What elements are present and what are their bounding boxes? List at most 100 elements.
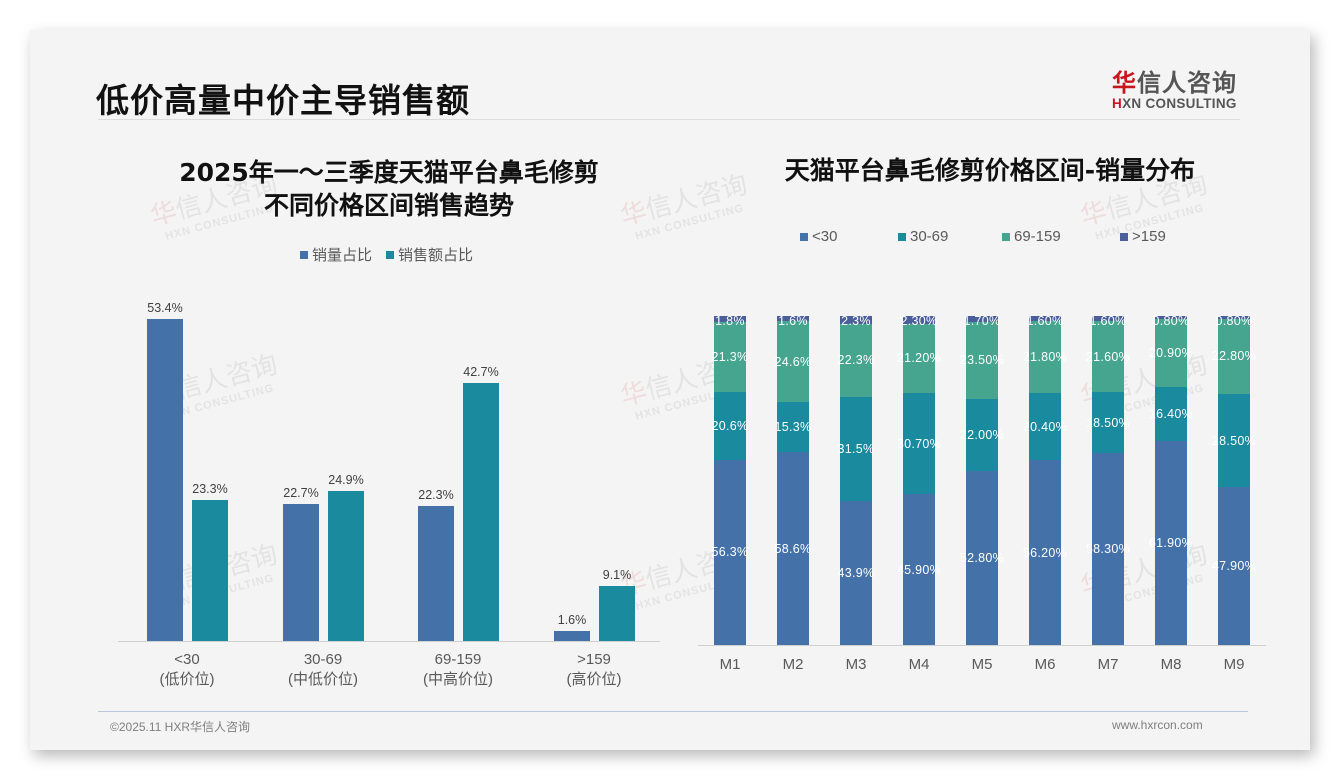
bar-segment: 58.30% <box>1086 453 1130 645</box>
bar-segment: 1.60% <box>1090 314 1127 328</box>
bar-segment: 24.6% <box>774 321 812 403</box>
bar-segment: 58.6% <box>775 452 811 645</box>
legend-swatch <box>386 250 395 259</box>
segment-label: 52.80% <box>959 551 1005 566</box>
logo-en: HXN CONSULTING <box>1112 96 1237 111</box>
segment-label: 0.80% <box>1152 314 1190 329</box>
legend-label: 30-69 <box>910 228 949 245</box>
bar-segment: 23.50% <box>960 321 1004 399</box>
bar-segment: 0.80% <box>1153 314 1190 328</box>
company-logo: 华信人咨询 HXN CONSULTING <box>1112 63 1242 111</box>
segment-label: 2.3% <box>841 314 871 329</box>
bar-volume-share <box>554 631 590 641</box>
bar-sales-share <box>599 586 635 641</box>
segment-label: 21.3% <box>711 349 749 364</box>
segment-label: 20.90% <box>1148 346 1194 361</box>
left-chart-title: 2025年一～三季度天猫平台鼻毛修剪 不同价格区间销售趋势 <box>118 156 660 222</box>
legend-label: 销售额占比 <box>398 247 474 264</box>
stacked-bar-m2: 58.6% 15.3% 24.6% 1.6% <box>774 314 812 645</box>
x-axis-month: M7 <box>1097 656 1119 673</box>
data-label: 42.7% <box>463 365 499 379</box>
legend-item-gt159: >159 <box>1120 228 1166 245</box>
segment-label: 1.60% <box>1089 314 1127 329</box>
bar-segment: 56.3% <box>711 459 749 645</box>
x-axis-month: M6 <box>1034 656 1056 673</box>
x-axis-month: M3 <box>845 656 867 673</box>
legend-item-volume: 销量占比 <box>300 244 372 265</box>
segment-label: 21.60% <box>1085 349 1131 364</box>
left-chart-legend: 销量占比 销售额占比 <box>300 244 473 265</box>
x-axis-line <box>118 641 660 642</box>
legend-swatch <box>1120 232 1128 241</box>
bar-segment: 20.40% <box>1023 393 1067 461</box>
segment-label: 22.3% <box>837 353 875 368</box>
bar-segment: 1.60% <box>1027 314 1064 328</box>
stacked-bar-m8: 61.90% 16.40% 20.90% 0.80% <box>1149 314 1193 645</box>
data-label: 24.9% <box>328 473 364 487</box>
bar-sales-share <box>463 383 499 641</box>
footer-copyright: ©2025.11 HXR华信人咨询 <box>110 720 250 734</box>
left-chart-plot-area: 53.4% 23.3% 22.7% 24.9% 22.3% 42.7% 1.6% 9.1% <box>118 300 660 642</box>
bar-segment: 0.80% <box>1216 314 1253 328</box>
page-title: 低价高量中价主导销售额 <box>96 81 470 120</box>
bar-volume-share <box>147 319 183 641</box>
segment-label: 56.3% <box>711 545 749 560</box>
segment-label: 22.80% <box>1211 349 1257 364</box>
segment-label: 58.30% <box>1085 542 1131 557</box>
x-axis-month: M1 <box>719 656 741 673</box>
bar-segment: 31.5% <box>837 396 875 501</box>
legend-label: >159 <box>1132 228 1166 245</box>
segment-label: 21.80% <box>1022 350 1068 365</box>
bar-segment: 28.50% <box>1212 393 1256 488</box>
segment-label: 0.80% <box>1215 314 1253 329</box>
legend-swatch <box>898 232 906 241</box>
segment-label: 61.90% <box>1148 536 1194 551</box>
x-axis-month: M8 <box>1160 656 1182 673</box>
data-label: 9.1% <box>602 568 632 582</box>
stacked-bar-m9: 47.90% 28.50% 22.80% 0.80% <box>1212 314 1256 645</box>
bar-volume-share <box>418 506 454 641</box>
legend-swatch <box>800 232 808 241</box>
right-chart-plot-area: 56.3% 20.6% 21.3% 1.8% 58.6% 15.3% 24.6% 1.6% 43… <box>698 314 1266 646</box>
slide: 低价高量中价主导销售额 华信人咨询 HXN CONSULTING 华信人咨询 HX… <box>30 30 1310 750</box>
right-chart-legend: <30 30-69 69-159 >159 <box>800 228 1166 245</box>
segment-label: 56.20% <box>1022 545 1068 560</box>
logo-cn: 华信人咨询 <box>1112 69 1237 97</box>
stacked-bar-m6: 56.20% 20.40% 21.80% 1.60% <box>1023 314 1067 645</box>
x-axis-line <box>698 645 1266 646</box>
segment-label: 1.70% <box>963 314 1001 329</box>
bar-segment: 15.3% <box>775 402 811 453</box>
legend-label: 69-159 <box>1014 228 1061 245</box>
legend-item-30-69: 30-69 <box>898 228 1002 245</box>
stacked-bar-m3: 43.9% 31.5% 22.3% 2.3% <box>837 314 875 645</box>
segment-label: 28.50% <box>1211 433 1257 448</box>
segment-label: 30.70% <box>896 436 942 451</box>
legend-item-69-159: 69-159 <box>1002 228 1120 245</box>
segment-label: 45.90% <box>896 562 942 577</box>
stacked-bar-m5: 52.80% 22.00% 23.50% 1.70% <box>960 314 1004 645</box>
legend-label: 销量占比 <box>312 247 373 264</box>
legend-swatch <box>1002 232 1010 241</box>
x-axis-month: M2 <box>782 656 804 673</box>
segment-label: 1.6% <box>778 314 808 328</box>
segment-label: 23.50% <box>959 353 1005 368</box>
bar-segment: 21.80% <box>1023 321 1067 393</box>
bar-segment: 21.60% <box>1086 321 1130 393</box>
bar-segment: 45.90% <box>897 494 941 645</box>
segment-label: 31.5% <box>837 441 875 456</box>
stacked-bar-m7: 58.30% 18.50% 21.60% 1.60% <box>1086 314 1130 645</box>
bar-segment: 30.70% <box>897 393 941 495</box>
segment-label: 20.40% <box>1022 419 1068 434</box>
bar-segment: 22.00% <box>960 398 1004 472</box>
segment-label: 43.9% <box>837 565 875 580</box>
segment-label: 20.6% <box>711 418 749 433</box>
x-axis-month: M4 <box>908 656 930 673</box>
segment-label: 24.6% <box>774 354 812 369</box>
bar-volume-share <box>283 504 319 641</box>
data-label: 23.3% <box>192 482 228 496</box>
bar-segment: 56.20% <box>1023 460 1067 645</box>
bar-segment: 21.3% <box>711 321 749 393</box>
bar-segment: 52.80% <box>960 471 1004 645</box>
bar-segment: 43.9% <box>837 500 875 645</box>
segment-label: 18.50% <box>1085 415 1131 430</box>
